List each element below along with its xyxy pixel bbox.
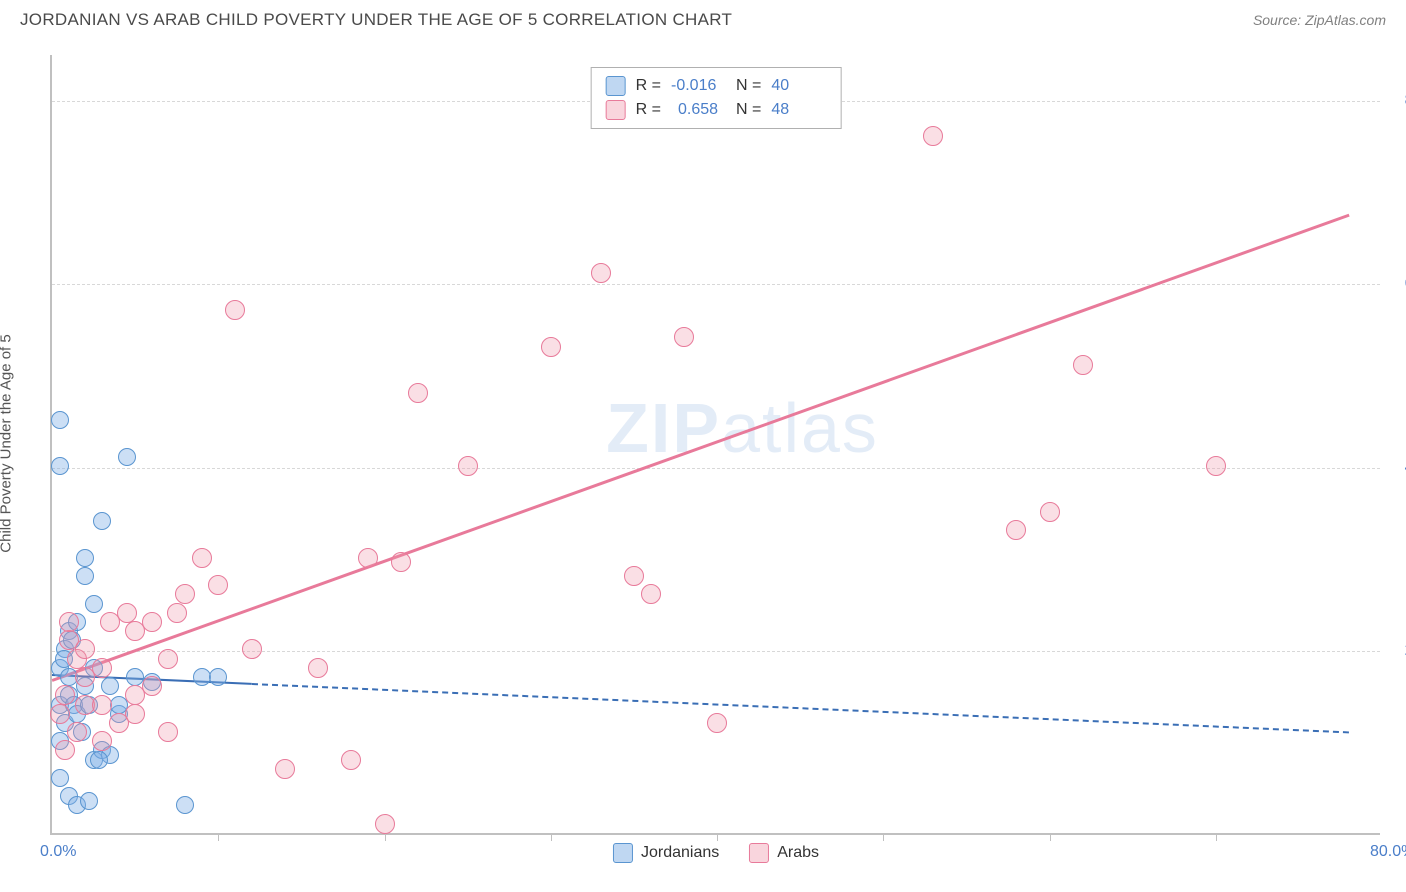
data-point-arabs [192,548,212,568]
y-tick-label: 60.0% [1390,275,1406,293]
data-point-jordanians [85,595,103,613]
data-point-jordanians [51,411,69,429]
data-point-arabs [1040,502,1060,522]
data-point-arabs [341,750,361,770]
data-point-arabs [674,327,694,347]
data-point-arabs [167,603,187,623]
data-point-jordanians [51,769,69,787]
data-point-arabs [55,685,75,705]
data-point-arabs [358,548,378,568]
data-point-arabs [75,639,95,659]
data-point-arabs [1006,520,1026,540]
data-point-arabs [117,603,137,623]
legend-item-jordanians: Jordanians [613,843,719,863]
grid-line [52,468,1380,469]
data-point-arabs [92,731,112,751]
watermark: ZIPatlas [606,388,879,468]
swatch-blue-icon [606,76,626,96]
y-tick-label: 20.0% [1390,642,1406,660]
x-tick-mark [385,833,386,841]
data-point-jordanians [80,792,98,810]
stat-label-n: N = [736,101,761,119]
data-point-arabs [142,676,162,696]
source-attribution: Source: ZipAtlas.com [1253,12,1386,28]
stat-label-r: R = [636,101,661,119]
data-point-arabs [591,263,611,283]
data-point-jordanians [118,448,136,466]
stat-r-jordanians: -0.016 [671,77,726,95]
legend-label: Arabs [777,844,819,862]
bottom-legend: Jordanians Arabs [613,843,819,863]
data-point-arabs [50,704,70,724]
data-point-arabs [242,639,262,659]
x-tick-mark [717,833,718,841]
data-point-arabs [275,759,295,779]
header-bar: JORDANIAN VS ARAB CHILD POVERTY UNDER TH… [0,0,1406,35]
data-point-jordanians [193,668,211,686]
data-point-arabs [1206,456,1226,476]
data-point-jordanians [176,796,194,814]
data-point-arabs [391,552,411,572]
data-point-arabs [142,612,162,632]
plot-area: ZIPatlas R = -0.016 N = 40 R = 0.658 N =… [50,55,1380,835]
y-axis-label: Child Poverty Under the Age of 5 [0,334,15,552]
data-point-arabs [208,575,228,595]
data-point-arabs [923,126,943,146]
data-point-arabs [641,584,661,604]
data-point-jordanians [51,457,69,475]
data-point-arabs [408,383,428,403]
data-point-jordanians [93,512,111,530]
data-point-arabs [59,612,79,632]
data-point-arabs [125,704,145,724]
legend-item-arabs: Arabs [749,843,819,863]
correlation-stats-box: R = -0.016 N = 40 R = 0.658 N = 48 [591,67,842,129]
data-point-arabs [158,722,178,742]
x-tick-mark [883,833,884,841]
x-tick-mark [1216,833,1217,841]
data-point-arabs [375,814,395,834]
data-point-arabs [92,695,112,715]
chart-container: Child Poverty Under the Age of 5 ZIPatla… [0,35,1406,875]
data-point-arabs [92,658,112,678]
data-point-arabs [308,658,328,678]
swatch-pink-icon [606,100,626,120]
stat-label-r: R = [636,77,661,95]
data-point-arabs [624,566,644,586]
x-tick-mark [551,833,552,841]
grid-line [52,284,1380,285]
data-point-arabs [55,740,75,760]
swatch-pink-icon [749,843,769,863]
stats-row-arabs: R = 0.658 N = 48 [606,98,827,122]
stat-n-arabs: 48 [771,101,826,119]
data-point-arabs [458,456,478,476]
stat-n-jordanians: 40 [771,77,826,95]
x-tick-mark [1050,833,1051,841]
data-point-arabs [175,584,195,604]
data-point-jordanians [76,567,94,585]
legend-label: Jordanians [641,844,719,862]
y-tick-label: 80.0% [1390,92,1406,110]
y-tick-label: 40.0% [1390,459,1406,477]
x-tick-label: 0.0% [40,843,76,861]
swatch-blue-icon [613,843,633,863]
data-point-arabs [707,713,727,733]
data-point-jordanians [90,751,108,769]
data-point-arabs [541,337,561,357]
trend-line-jordanians-extrapolated [251,683,1348,733]
data-point-jordanians [209,668,227,686]
data-point-arabs [158,649,178,669]
data-point-arabs [225,300,245,320]
stats-row-jordanians: R = -0.016 N = 40 [606,74,827,98]
stat-r-arabs: 0.658 [671,101,726,119]
data-point-jordanians [101,677,119,695]
stat-label-n: N = [736,77,761,95]
x-tick-mark [218,833,219,841]
data-point-arabs [67,722,87,742]
chart-title: JORDANIAN VS ARAB CHILD POVERTY UNDER TH… [20,10,732,30]
x-tick-label: 80.0% [1370,843,1406,861]
data-point-arabs [1073,355,1093,375]
data-point-jordanians [76,549,94,567]
